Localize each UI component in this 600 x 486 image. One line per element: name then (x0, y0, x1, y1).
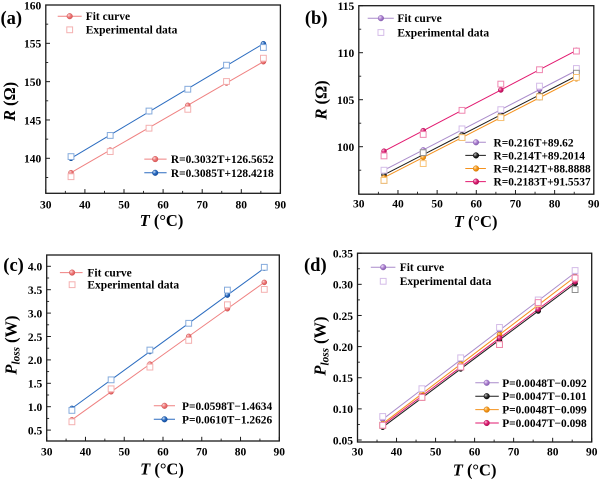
svg-text:40: 40 (391, 447, 403, 459)
svg-text:0.05: 0.05 (333, 435, 353, 447)
svg-text:Ploss (W): Ploss (W) (311, 316, 332, 376)
svg-text:Experimental data: Experimental data (400, 276, 492, 288)
svg-text:105: 105 (337, 95, 355, 107)
svg-text:115: 115 (338, 1, 355, 13)
svg-text:4.0: 4.0 (28, 262, 43, 274)
svg-text:80: 80 (235, 446, 247, 458)
svg-text:R=0.216T+89.62: R=0.216T+89.62 (494, 137, 574, 149)
svg-text:3.5: 3.5 (28, 285, 43, 297)
svg-text:0.15: 0.15 (333, 373, 353, 385)
svg-text:50: 50 (118, 199, 130, 211)
svg-text:90: 90 (274, 446, 286, 458)
svg-text:0.20: 0.20 (333, 342, 353, 354)
svg-text:R=0.214T+89.2014: R=0.214T+89.2014 (494, 150, 586, 162)
svg-text:40: 40 (392, 199, 404, 211)
svg-text:30: 30 (352, 447, 364, 459)
svg-text:70: 70 (196, 446, 208, 458)
svg-text:100: 100 (337, 142, 355, 154)
svg-text:110: 110 (338, 48, 355, 60)
svg-text:70: 70 (508, 447, 520, 459)
svg-text:50: 50 (431, 199, 443, 211)
svg-text:60: 60 (471, 199, 483, 211)
svg-text:(a): (a) (1, 9, 23, 29)
svg-text:140: 140 (24, 154, 42, 166)
svg-text:90: 90 (586, 447, 598, 459)
svg-text:145: 145 (24, 115, 42, 127)
svg-text:Ploss (W): Ploss (W) (2, 315, 23, 375)
svg-text:(c): (c) (3, 256, 24, 276)
svg-text:30: 30 (41, 446, 53, 458)
svg-text:80: 80 (547, 447, 559, 459)
svg-text:2.5: 2.5 (28, 332, 43, 344)
svg-text:0.10: 0.10 (333, 404, 353, 416)
svg-text:Experimental data: Experimental data (86, 25, 178, 37)
svg-text:(d): (d) (304, 256, 327, 276)
svg-text:40: 40 (80, 446, 92, 458)
svg-text:P=0.0047T−0.098: P=0.0047T−0.098 (502, 418, 587, 430)
svg-text:T (°C): T (°C) (453, 461, 497, 480)
svg-text:3.0: 3.0 (28, 308, 43, 320)
svg-text:P=0.0048T−0.092: P=0.0048T−0.092 (502, 378, 587, 390)
svg-text:T (°C): T (°C) (140, 460, 184, 479)
svg-text:60: 60 (157, 446, 169, 458)
svg-text:0.30: 0.30 (333, 280, 353, 292)
svg-text:90: 90 (588, 199, 600, 211)
svg-text:P=0.0598T−1.4634: P=0.0598T−1.4634 (182, 401, 272, 413)
svg-text:0.35: 0.35 (333, 249, 353, 261)
svg-text:T (°C): T (°C) (454, 212, 498, 231)
svg-text:60: 60 (469, 447, 481, 459)
svg-text:1.0: 1.0 (28, 402, 43, 414)
svg-text:Fit curve: Fit curve (397, 13, 441, 25)
svg-text:(b): (b) (305, 9, 328, 29)
svg-text:50: 50 (430, 447, 442, 459)
svg-text:80: 80 (236, 199, 248, 211)
svg-text:155: 155 (24, 39, 42, 51)
svg-text:40: 40 (79, 199, 91, 211)
svg-text:R=0.2183T+91.5537: R=0.2183T+91.5537 (494, 177, 591, 189)
svg-text:Experimental data: Experimental data (87, 280, 179, 292)
svg-text:30: 30 (353, 199, 365, 211)
svg-text:50: 50 (118, 446, 130, 458)
svg-text:70: 70 (510, 199, 522, 211)
svg-text:R (Ω): R (Ω) (312, 80, 331, 120)
svg-text:90: 90 (275, 199, 287, 211)
svg-text:0.5: 0.5 (28, 425, 43, 437)
svg-text:1.5: 1.5 (28, 379, 43, 391)
svg-text:30: 30 (40, 199, 52, 211)
svg-text:Fit curve: Fit curve (86, 11, 130, 23)
svg-text:0.25: 0.25 (333, 311, 353, 323)
svg-text:70: 70 (196, 199, 208, 211)
svg-text:Fit curve: Fit curve (87, 267, 131, 279)
svg-text:Fit curve: Fit curve (400, 262, 444, 274)
svg-text:150: 150 (24, 77, 42, 89)
svg-text:R=0.2142T+88.8888: R=0.2142T+88.8888 (494, 164, 591, 176)
svg-text:P=0.0048T−0.099: P=0.0048T−0.099 (502, 405, 587, 417)
svg-text:R=0.3032T+126.5652: R=0.3032T+126.5652 (171, 154, 274, 166)
svg-text:Experimental data: Experimental data (397, 27, 489, 39)
svg-text:R=0.3085T+128.4218: R=0.3085T+128.4218 (171, 168, 274, 180)
svg-text:2.0: 2.0 (28, 355, 43, 367)
svg-text:60: 60 (157, 199, 169, 211)
svg-text:P=0.0610T−1.2626: P=0.0610T−1.2626 (182, 414, 272, 426)
svg-text:160: 160 (24, 0, 42, 12)
svg-text:P=0.0047T−0.101: P=0.0047T−0.101 (502, 391, 587, 403)
svg-text:T (°C): T (°C) (140, 211, 184, 230)
svg-text:R (Ω): R (Ω) (0, 82, 19, 122)
svg-text:80: 80 (549, 199, 561, 211)
